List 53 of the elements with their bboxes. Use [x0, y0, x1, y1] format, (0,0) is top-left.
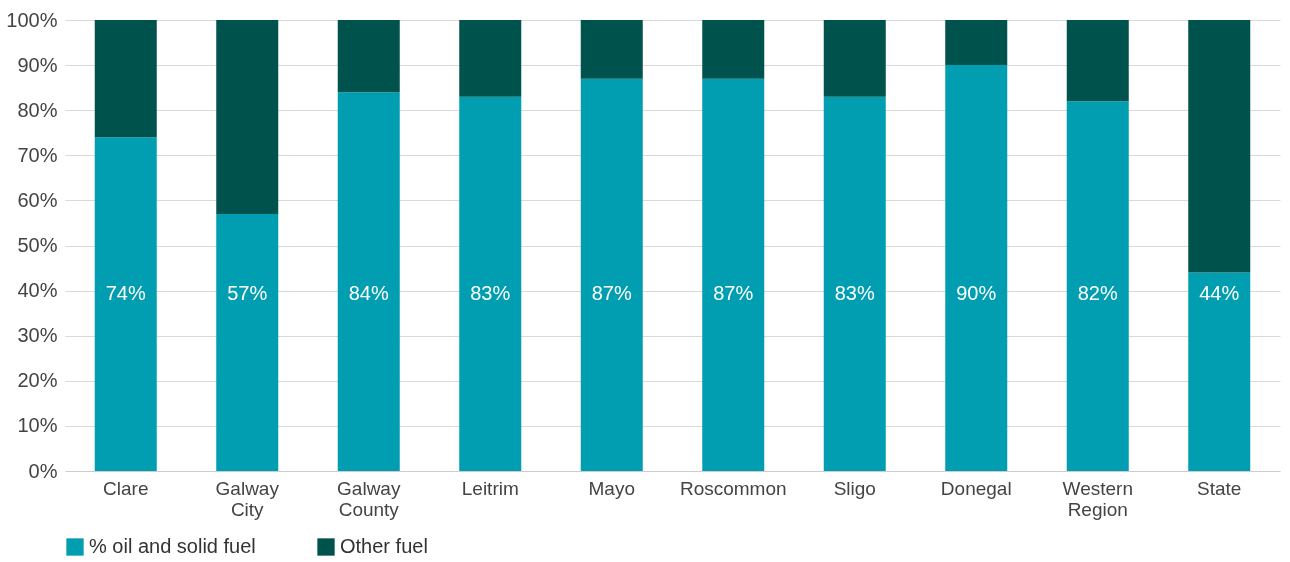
bar — [216, 20, 279, 214]
y-tick-label: 80% — [17, 98, 58, 121]
bar — [1066, 101, 1129, 471]
legend-label: Other fuel — [340, 535, 428, 557]
bar — [459, 20, 522, 97]
bar — [702, 20, 765, 79]
bar — [337, 92, 400, 471]
y-tick-label: 30% — [17, 324, 58, 347]
x-tick-label: State — [1197, 477, 1242, 499]
data-label: 82% — [1077, 282, 1118, 305]
x-tick-label: Galway City — [215, 477, 280, 520]
bar — [580, 20, 643, 79]
x-tick-label: Clare — [103, 477, 149, 499]
data-label: 90% — [956, 282, 997, 305]
x-tick-label: Roscommon — [679, 477, 787, 499]
data-label: 87% — [591, 282, 632, 305]
bar — [1066, 20, 1129, 102]
bar — [337, 20, 400, 93]
x-tick-label: Western Region — [1062, 477, 1133, 520]
y-tick-label: 90% — [17, 53, 58, 76]
x-tick-label: Mayo — [588, 477, 635, 499]
y-tick-label: 10% — [17, 414, 58, 437]
bar — [1188, 20, 1251, 273]
data-label: 83% — [470, 282, 511, 305]
bar — [459, 96, 522, 471]
y-tick-label: 50% — [17, 234, 58, 256]
bar — [945, 20, 1008, 66]
data-label: 57% — [227, 282, 268, 305]
bar — [94, 20, 157, 138]
bar — [216, 213, 279, 471]
data-label: 84% — [348, 282, 389, 305]
bar — [823, 96, 886, 471]
bar — [823, 20, 886, 97]
y-tick-label: 0% — [28, 459, 58, 482]
x-tick-label: Galway County — [337, 477, 401, 520]
bar — [94, 137, 157, 471]
y-tick-label: 100% — [6, 8, 58, 31]
data-label: 87% — [713, 282, 754, 305]
y-tick-label: 60% — [17, 188, 58, 211]
legend-label: % oil and solid fuel — [89, 535, 256, 557]
y-tick-label: 40% — [17, 279, 58, 302]
data-label: 83% — [834, 282, 875, 305]
bar — [702, 78, 765, 471]
x-tick-label: Sligo — [833, 477, 876, 499]
bar — [1188, 272, 1251, 471]
data-label: 44% — [1199, 282, 1240, 305]
x-tick-label: Donegal — [940, 477, 1012, 499]
y-tick-label: 20% — [17, 369, 58, 392]
bar — [945, 65, 1008, 471]
data-label: 74% — [105, 282, 146, 305]
bar — [580, 78, 643, 471]
y-tick-label: 70% — [17, 143, 58, 166]
x-tick-label: Leitrim — [461, 477, 519, 499]
